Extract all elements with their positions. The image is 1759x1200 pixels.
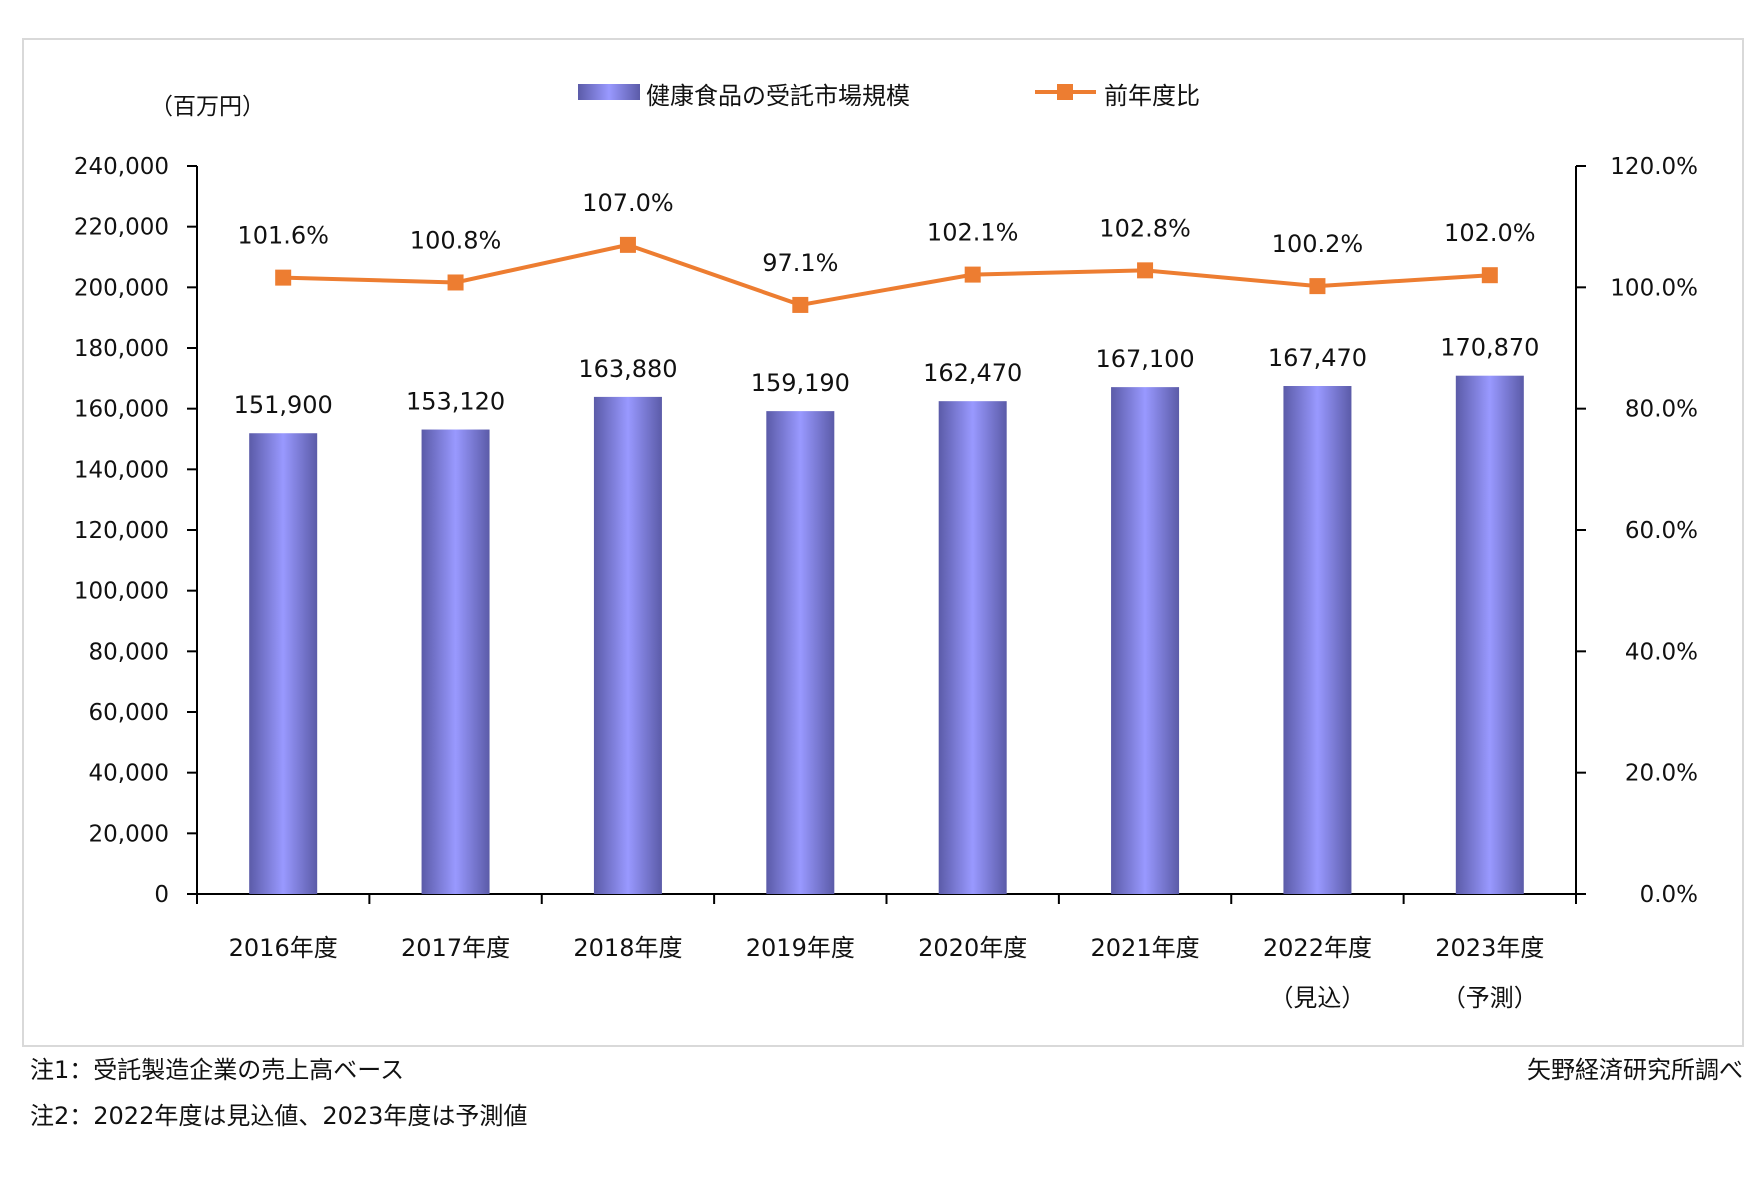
ratio-line (283, 242, 1490, 307)
x-category-label: 2021年度 (1091, 934, 1200, 962)
legend-bar-label: 健康食品の受託市場規模 (646, 82, 910, 110)
line-data-label: 107.0% (582, 189, 674, 217)
ratio-marker (1481, 267, 1498, 284)
x-category-sublabel: （見込） (1269, 984, 1365, 1012)
bar-data-label: 167,100 (1095, 345, 1194, 373)
bar (1111, 387, 1180, 894)
x-category-label: 2017年度 (401, 934, 510, 962)
bar-data-label: 167,470 (1268, 344, 1367, 372)
line-data-label: 102.1% (927, 219, 1019, 247)
note-2: 注2：2022年度は見込値、2023年度は予測値 (30, 1102, 527, 1130)
line-data-label: 100.8% (410, 226, 502, 254)
right-tick-label: 80.0% (1625, 397, 1698, 423)
left-tick-label: 20,000 (89, 821, 169, 847)
right-tick-label: 120.0% (1610, 154, 1698, 180)
right-tick-label: 60.0% (1625, 518, 1698, 544)
x-category-label: 2023年度 (1435, 934, 1544, 962)
legend: 健康食品の受託市場規模 前年度比 (578, 82, 1200, 110)
left-tick-label: 100,000 (74, 579, 169, 605)
left-tick-label: 240,000 (74, 154, 169, 180)
x-category-label: 2019年度 (746, 934, 855, 962)
left-tick-label: 40,000 (89, 761, 169, 787)
ratio-marker (792, 296, 809, 313)
bar-data-label: 170,870 (1440, 334, 1539, 362)
ratio-marker (447, 274, 464, 291)
left-tick-label: 120,000 (74, 518, 169, 544)
left-tick-label: 80,000 (89, 639, 169, 665)
line-data-label: 97.1% (762, 249, 838, 277)
left-tick-label: 180,000 (74, 336, 169, 362)
x-category-sublabel: （予測） (1442, 984, 1538, 1012)
legend-bar-swatch (578, 84, 640, 100)
left-tick-label: 0 (154, 882, 169, 908)
note-1: 注1：受託製造企業の売上高ベース (30, 1056, 404, 1084)
left-axis-unit: （百万円） (150, 94, 265, 120)
bar (593, 396, 662, 894)
x-category-label: 2016年度 (229, 934, 338, 962)
bar-data-label: 151,900 (234, 391, 333, 419)
source-note: 矢野経済研究所調べ (1527, 1056, 1743, 1084)
legend-line-label: 前年度比 (1104, 82, 1200, 110)
line-data-label: 102.8% (1099, 214, 1191, 242)
bar-data-label: 163,880 (578, 355, 677, 383)
bar-data-label: 153,120 (406, 388, 505, 416)
bar-data-label: 159,190 (751, 369, 850, 397)
right-tick-label: 0.0% (1640, 882, 1698, 908)
right-tick-label: 100.0% (1610, 275, 1698, 301)
ratio-marker (275, 269, 292, 286)
line-data-label: 100.2% (1272, 230, 1364, 258)
x-category-label: 2020年度 (918, 934, 1027, 962)
bar (249, 433, 318, 894)
right-tick-label: 20.0% (1625, 761, 1698, 787)
left-tick-label: 220,000 (74, 215, 169, 241)
right-tick-label: 40.0% (1625, 639, 1698, 665)
ratio-marker (964, 266, 981, 283)
left-tick-label: 160,000 (74, 397, 169, 423)
line-data-label: 101.6% (237, 222, 329, 250)
legend-line-marker (1057, 84, 1073, 100)
ratio-marker (1137, 262, 1154, 279)
x-category-label: 2022年度 (1263, 934, 1372, 962)
left-tick-label: 200,000 (74, 275, 169, 301)
bar (421, 429, 490, 894)
ratio-marker (619, 236, 636, 253)
left-tick-label: 140,000 (74, 457, 169, 483)
left-tick-label: 60,000 (89, 700, 169, 726)
bar (938, 401, 1007, 894)
bar (766, 411, 835, 894)
bar (1455, 375, 1524, 894)
bar-data-label: 162,470 (923, 359, 1022, 387)
x-category-label: 2018年度 (573, 934, 682, 962)
line-data-label: 102.0% (1444, 219, 1536, 247)
ratio-marker (1309, 278, 1326, 295)
bar (1283, 386, 1352, 894)
